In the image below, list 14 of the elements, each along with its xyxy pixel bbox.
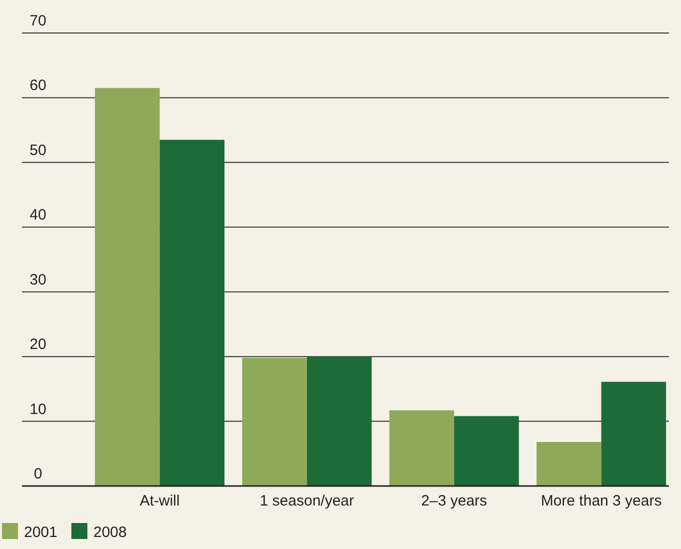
y-tick-label: 10 <box>30 400 46 418</box>
y-tick-label: 30 <box>30 271 46 288</box>
y-tick-label: 50 <box>30 142 46 159</box>
legend-label: 2008 <box>93 524 127 541</box>
y-tick-label: 0 <box>34 466 42 482</box>
x-tick-label: At-will <box>140 492 180 510</box>
y-tick-label: 70 <box>30 12 46 30</box>
legend-label: 2001 <box>24 524 58 541</box>
y-tick-label: 60 <box>30 77 46 94</box>
x-tick-label: 2–3 years <box>421 492 488 510</box>
y-tick-label: 40 <box>30 206 46 224</box>
x-tick-label: 1 season/year <box>260 492 354 510</box>
y-tick-label: 20 <box>30 336 46 354</box>
x-tick-label: More than 3 years <box>540 492 662 510</box>
